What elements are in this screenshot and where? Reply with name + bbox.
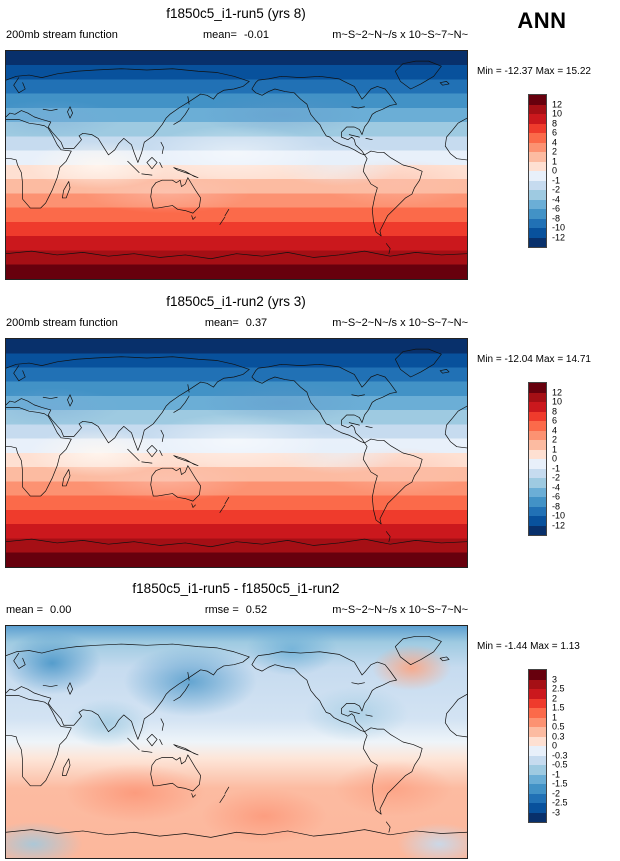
- panel-run2: f1850c5_i1-run2 (yrs 3) 200mb stream fun…: [0, 288, 620, 574]
- panel-run5: f1850c5_i1-run5 (yrs 8) 200mb stream fun…: [0, 0, 620, 286]
- mean-stat: mean = 0.00: [6, 604, 71, 616]
- units-label: m~S~2~N~/s x 10~S~7~N~: [332, 604, 468, 616]
- rmse-stat: rmse = 0.52: [0, 604, 472, 616]
- map-difference: [5, 625, 468, 859]
- colorbar: 3 2.5 2 1.5 1 0.5 0.3 0 -0.3 -0.5 -1 -1.5 -2 -2.5 -3: [528, 669, 568, 823]
- units-label: m~S~2~N~/s x 10~S~7~N~: [332, 29, 468, 41]
- mean-stat-label: mean=: [202, 29, 237, 41]
- coastlines-overlay: [6, 60, 467, 260]
- minmax-label: Min = -1.44 Max = 1.13: [477, 641, 580, 652]
- colorbar: 12 10 8 6 4 2 1 0 -1 -2 -4 -6 -8 -10 -12: [528, 382, 565, 536]
- season-label: ANN: [517, 8, 567, 33]
- variable-label: 200mb stream function: [6, 29, 118, 41]
- minmax-label: Min = -12.37 Max = 15.22: [477, 66, 591, 77]
- rmse-stat-label: rmse =: [204, 604, 239, 616]
- mean-stat: mean= -0.01: [0, 29, 472, 41]
- coastlines-overlay: [6, 635, 467, 838]
- mean-stat-value: 0.00: [50, 604, 72, 616]
- panel-title-run2: f1850c5_i1-run2 (yrs 3): [166, 294, 306, 309]
- mean-stat-label: mean =: [6, 604, 43, 616]
- mean-stat-value: -0.01: [243, 29, 270, 41]
- mean-stat-label: mean=: [204, 317, 239, 329]
- panel-title-run5: f1850c5_i1-run5 (yrs 8): [166, 6, 306, 21]
- stats-row: 200mb stream function mean= 0.37 m~S~2~N~…: [0, 317, 472, 331]
- units-label: m~S~2~N~/s x 10~S~7~N~: [332, 317, 468, 329]
- map-run2: [5, 338, 468, 568]
- coastlines-overlay: [6, 348, 467, 548]
- variable-label: 200mb stream function: [6, 317, 118, 329]
- minmax-label: Min = -12.04 Max = 14.71: [477, 354, 591, 365]
- rmse-stat-value: 0.52: [245, 604, 268, 616]
- stats-row: 200mb stream function mean= -0.01 m~S~2~N…: [0, 29, 472, 43]
- panel-difference: f1850c5_i1-run5 - f1850c5_i1-run2 mean =…: [0, 575, 620, 861]
- mean-stat-value: 0.37: [245, 317, 268, 329]
- colorbar: 12 10 8 6 4 2 1 0 -1 -2 -4 -6 -8 -10 -12: [528, 94, 565, 248]
- mean-stat: mean= 0.37: [0, 317, 472, 329]
- panel-title-difference: f1850c5_i1-run5 - f1850c5_i1-run2: [132, 581, 340, 596]
- map-run5: [5, 50, 468, 280]
- stats-row: mean = 0.00 rmse = 0.52 m~S~2~N~/s x 10~S~…: [0, 604, 472, 618]
